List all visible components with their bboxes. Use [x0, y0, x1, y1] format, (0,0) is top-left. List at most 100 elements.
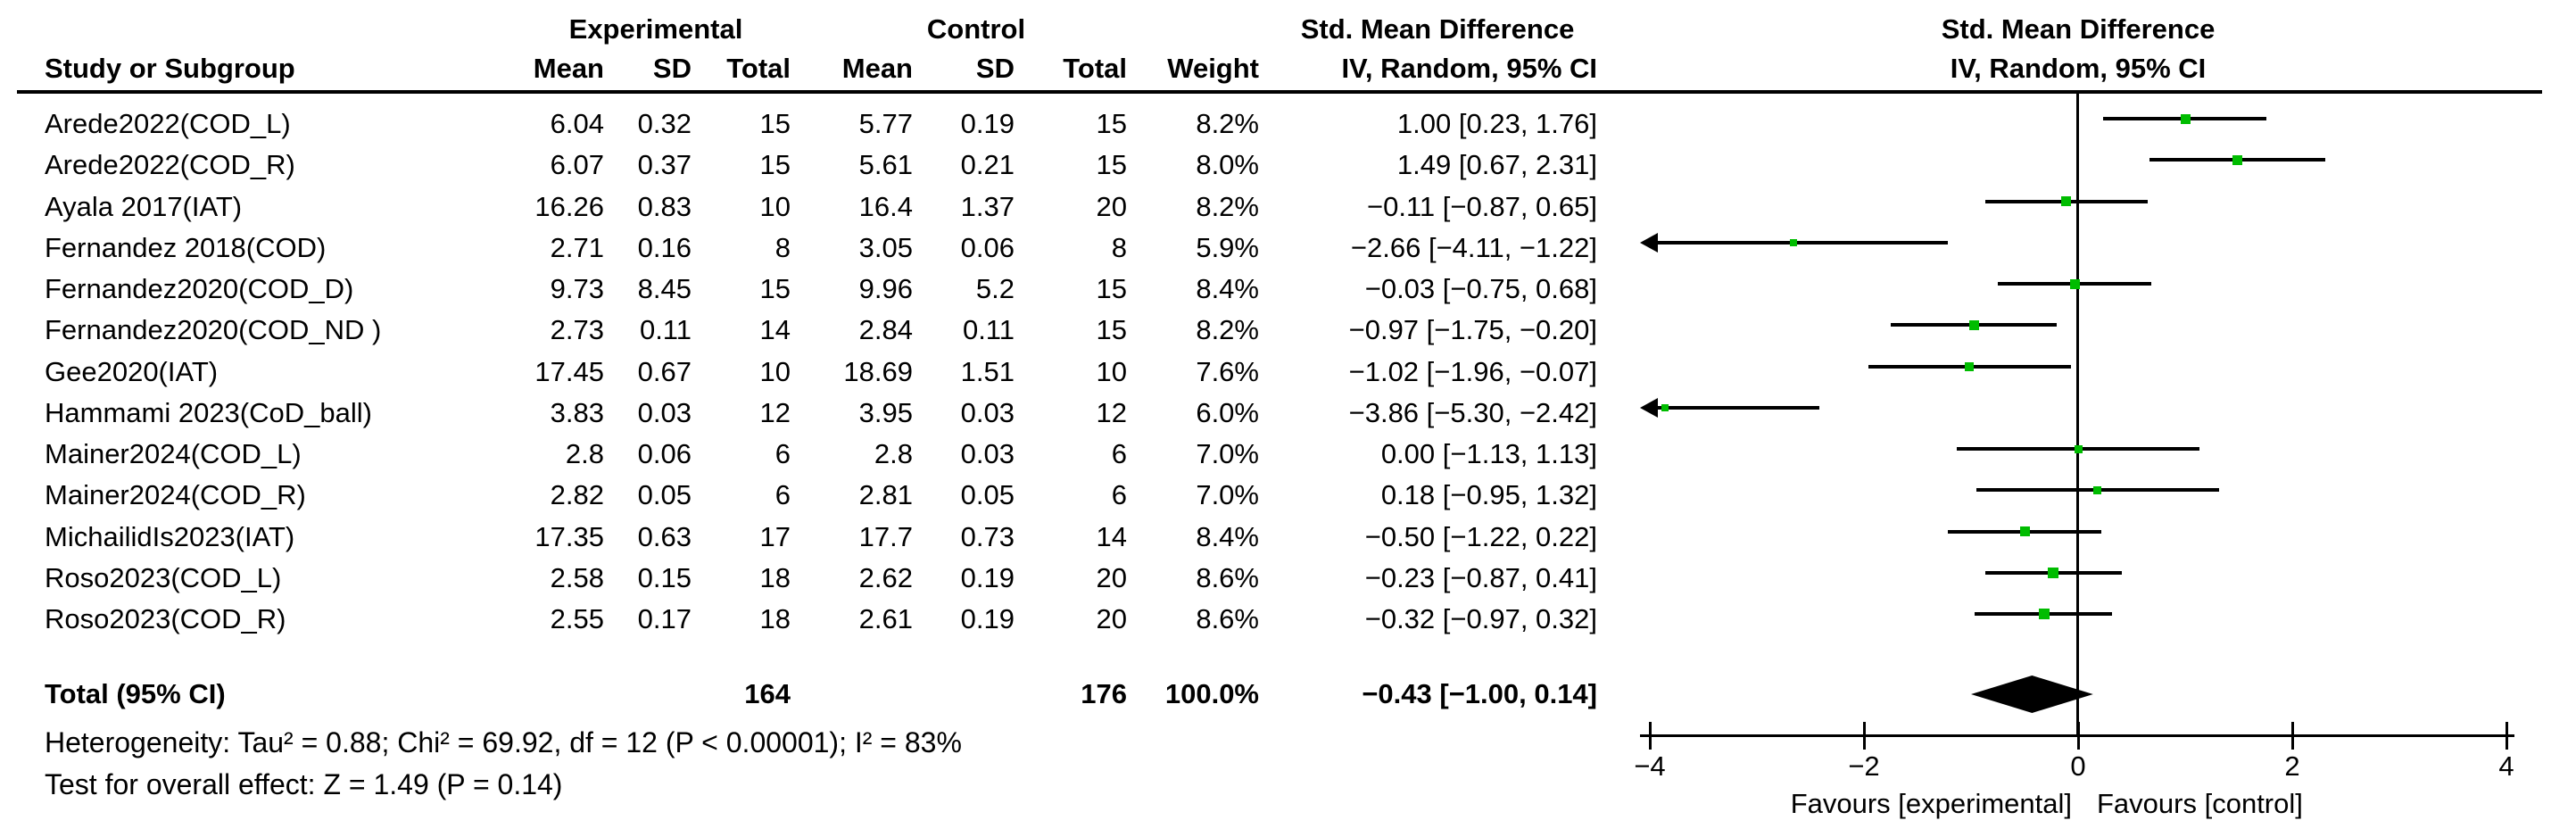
cell-ctl_total: 20 — [1096, 190, 1127, 222]
cell-name: Mainer2024(COD_L) — [45, 438, 302, 469]
cell-ctl_sd: 0.06 — [960, 231, 1015, 263]
cell-exp_sd: 0.03 — [637, 396, 692, 428]
cell-exp_sd: 0.11 — [639, 314, 692, 346]
cell-ctl_mean: 2.61 — [858, 603, 913, 634]
header-experimental-group: Experimental — [568, 13, 743, 45]
cell-name: Fernandez2020(COD_ND ) — [45, 314, 382, 346]
cell-ci: 1.49 [0.67, 2.31] — [1396, 149, 1597, 181]
axis-tick — [1648, 722, 1652, 750]
cell-ctl_sd: 0.19 — [960, 561, 1015, 593]
effect-marker — [2048, 567, 2059, 578]
cell-ctl_mean: 2.84 — [858, 314, 913, 346]
ci-line — [1656, 405, 1819, 410]
header-smd-plot: Std. Mean Difference — [1941, 13, 2216, 45]
cell-exp_mean: 2.8 — [565, 438, 604, 469]
cell-name: Mainer2024(COD_R) — [45, 479, 306, 511]
cell-name: Ayala 2017(IAT) — [45, 190, 243, 222]
cell-ctl_total: 15 — [1096, 273, 1127, 304]
cell-ctl_sd: 0.03 — [960, 438, 1015, 469]
cell-ci: −0.11 [−0.87, 0.65] — [1367, 190, 1597, 222]
cell-ctl_mean: 2.81 — [858, 479, 913, 511]
cell-name: Hammami 2023(CoD_ball) — [45, 396, 372, 428]
cell-name: Arede2022(COD_L) — [45, 108, 291, 139]
cell-ctl_mean: 18.69 — [843, 355, 913, 387]
cell-exp_sd: 0.15 — [637, 561, 692, 593]
cell-ci: −0.03 [−0.75, 0.68] — [1364, 273, 1597, 304]
cell-ci: 1.00 [0.23, 1.76] — [1396, 108, 1597, 139]
cell-ctl_sd: 0.19 — [960, 108, 1015, 139]
cell-exp_mean: 9.73 — [550, 273, 604, 304]
ci-clip-arrow-left — [1640, 232, 1658, 253]
cell-weight: 100.0% — [1164, 678, 1259, 709]
cell-exp_total: 164 — [744, 678, 791, 709]
favours-experimental-label: Favours [experimental] — [1790, 788, 2072, 819]
axis-tick — [2290, 722, 2294, 750]
cell-weight: 8.4% — [1196, 520, 1259, 552]
cell-exp_total: 10 — [759, 355, 791, 387]
overall-effect-text: Test for overall effect: Z = 1.49 (P = 0… — [45, 768, 563, 800]
cell-exp_total: 15 — [759, 108, 791, 139]
effect-marker — [1964, 361, 1974, 371]
ci-line — [1656, 240, 1948, 244]
cell-weight: 8.2% — [1196, 314, 1259, 346]
cell-ctl_total: 12 — [1096, 396, 1127, 428]
effect-marker — [2074, 444, 2083, 453]
favours-control-label: Favours [control] — [2097, 788, 2303, 819]
cell-exp_sd: 0.37 — [637, 149, 692, 181]
header-iv-random-plot: IV, Random, 95% CI — [1950, 53, 2207, 84]
cell-exp_sd: 0.16 — [637, 231, 692, 263]
cell-name: Arede2022(COD_R) — [45, 149, 295, 181]
cell-ctl_sd: 0.05 — [960, 479, 1015, 511]
cell-ctl_sd: 1.37 — [960, 190, 1015, 222]
cell-exp_mean: 6.04 — [550, 108, 604, 139]
cell-exp_mean: 2.82 — [550, 479, 604, 511]
cell-ctl_mean: 16.4 — [858, 190, 913, 222]
cell-ctl_total: 10 — [1096, 355, 1127, 387]
header-ctl-total: Total — [1063, 53, 1127, 84]
header-separator-line — [17, 90, 2542, 94]
cell-exp_sd: 0.83 — [637, 190, 692, 222]
cell-exp_mean: 2.71 — [550, 231, 604, 263]
ci-clip-arrow-left — [1640, 397, 1658, 418]
cell-exp_total: 6 — [774, 438, 791, 469]
header-ctl-sd: SD — [975, 53, 1015, 84]
cell-ctl_sd: 0.11 — [962, 314, 1015, 346]
total-label: Total (95% CI) — [45, 678, 226, 709]
cell-exp_total: 6 — [774, 479, 791, 511]
cell-exp_sd: 0.17 — [637, 603, 692, 634]
cell-ctl_total: 15 — [1096, 108, 1127, 139]
cell-weight: 8.2% — [1196, 190, 1259, 222]
cell-ci: −0.23 [−0.87, 0.41] — [1364, 561, 1597, 593]
cell-name: Roso2023(COD_R) — [45, 603, 286, 634]
cell-weight: 8.2% — [1196, 108, 1259, 139]
cell-exp_mean: 2.55 — [550, 603, 604, 634]
cell-weight: 5.9% — [1196, 231, 1259, 263]
cell-ctl_sd: 0.19 — [960, 603, 1015, 634]
cell-ctl_sd: 0.21 — [960, 149, 1015, 181]
axis-tick-label: −2 — [1848, 750, 1880, 782]
heterogeneity-text: Heterogeneity: Tau² = 0.88; Chi² = 69.92… — [45, 726, 962, 758]
cell-name: Gee2020(IAT) — [45, 355, 219, 387]
header-smd-column: Std. Mean Difference — [1300, 13, 1575, 45]
cell-ci: 0.18 [−0.95, 1.32] — [1380, 479, 1597, 511]
cell-exp_mean: 17.35 — [534, 520, 604, 552]
cell-exp_total: 12 — [759, 396, 791, 428]
cell-ctl_sd: 0.73 — [960, 520, 1015, 552]
cell-ci: −0.43 [−1.00, 0.14] — [1362, 678, 1597, 709]
cell-exp_total: 17 — [759, 520, 791, 552]
cell-name: MichailidIs2023(IAT) — [45, 520, 295, 552]
cell-exp_mean: 16.26 — [534, 190, 604, 222]
cell-exp_total: 18 — [759, 603, 791, 634]
cell-ci: −0.97 [−1.75, −0.20] — [1348, 314, 1597, 346]
cell-weight: 7.0% — [1196, 479, 1259, 511]
cell-name: Fernandez2020(COD_D) — [45, 273, 354, 304]
cell-ci: −0.50 [−1.22, 0.22] — [1364, 520, 1597, 552]
cell-weight: 8.6% — [1196, 603, 1259, 634]
axis-tick — [2505, 722, 2508, 750]
cell-ctl_mean: 3.05 — [858, 231, 913, 263]
cell-ctl_mean: 9.96 — [858, 273, 913, 304]
effect-marker — [1789, 238, 1797, 246]
cell-exp_mean: 17.45 — [534, 355, 604, 387]
cell-ctl_total: 15 — [1096, 149, 1127, 181]
